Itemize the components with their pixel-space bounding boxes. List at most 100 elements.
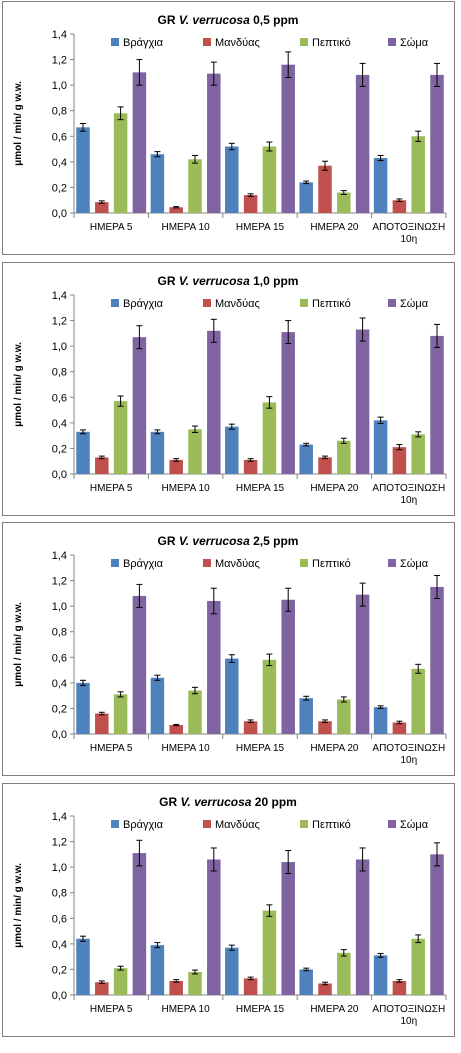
chart-svg-3: GR V. verrucosa 2,5 ppm Βράγχια Μανδύας Πεπ… bbox=[13, 534, 447, 766]
bar bbox=[262, 146, 277, 213]
y-tick-label: 1,0 bbox=[52, 341, 67, 353]
bar bbox=[392, 980, 407, 995]
legend-label-4: Σώμα bbox=[400, 558, 429, 570]
bar bbox=[430, 74, 444, 214]
y-tick-label: 0,0 bbox=[52, 729, 67, 741]
legend-label-4: Σώμα bbox=[400, 37, 429, 49]
x-tick-label: ΗΜΕΡΑ 20 bbox=[310, 483, 359, 494]
bar bbox=[243, 978, 258, 995]
x-tick-label: ΗΜΕΡΑ 20 bbox=[310, 743, 359, 754]
x-tick-label: ΗΜΕΡΑ 10 bbox=[162, 483, 211, 494]
x-tick-label: ΗΜΕΡΑ 15 bbox=[236, 483, 285, 494]
y-tick-label: 0,8 bbox=[52, 627, 67, 639]
x-tick-label: ΑΠΟΤΟΞΙΝΩΣΗ bbox=[372, 743, 445, 754]
x-tick-label: ΗΜΕΡΑ 10 bbox=[162, 222, 211, 233]
bar bbox=[95, 713, 109, 734]
bar bbox=[207, 330, 221, 474]
title-species: V. verrucosa bbox=[181, 795, 252, 809]
y-tick-label: 1,2 bbox=[52, 576, 67, 588]
legend-label-4: Σώμα bbox=[400, 819, 429, 831]
legend-label-1: Βράγχια bbox=[123, 819, 164, 831]
chart-title: GR V. verrucosa 0,5 ppm bbox=[158, 13, 299, 27]
bar bbox=[188, 429, 202, 474]
chart-panel-3: GR V. verrucosa 2,5 ppm Βράγχια Μανδύας Πεπ… bbox=[2, 522, 455, 776]
legend-label-2: Μανδύας bbox=[215, 558, 260, 570]
bar bbox=[299, 444, 313, 474]
bar bbox=[411, 434, 425, 474]
bar bbox=[430, 586, 444, 734]
bar bbox=[225, 146, 239, 213]
chart-svg-4: GR V. verrucosa 20 ppm Βράγχια Μανδύας Πεπτ… bbox=[13, 795, 447, 1027]
legend-label-4: Σώμα bbox=[400, 298, 429, 310]
x-tick-label: ΗΜΕΡΑ 10 bbox=[162, 1004, 211, 1015]
bar bbox=[430, 854, 444, 995]
bar bbox=[337, 952, 351, 995]
y-tick-label: 0,2 bbox=[52, 182, 67, 194]
bar bbox=[95, 982, 109, 995]
bar bbox=[392, 200, 407, 213]
y-tick-label: 0,4 bbox=[52, 157, 67, 169]
x-tick-label: ΗΜΕΡΑ 20 bbox=[310, 1004, 359, 1015]
chart-panel-4: GR V. verrucosa 20 ppm Βράγχια Μανδύας Πεπτ… bbox=[2, 783, 455, 1037]
y-tick-label: 0,2 bbox=[52, 443, 67, 455]
bar bbox=[76, 682, 90, 734]
bar bbox=[207, 601, 221, 734]
legend-label-1: Βράγχια bbox=[123, 37, 164, 49]
y-tick-label: 0,6 bbox=[52, 131, 67, 143]
chart-title: GR V. verrucosa 20 ppm bbox=[159, 795, 297, 809]
bar bbox=[76, 431, 90, 474]
bar bbox=[113, 113, 128, 213]
bar bbox=[281, 64, 295, 213]
bar bbox=[188, 159, 202, 213]
legend-label-2: Μανδύας bbox=[215, 819, 260, 831]
bar bbox=[188, 690, 202, 734]
bar bbox=[225, 947, 239, 995]
bar bbox=[281, 332, 295, 474]
bar bbox=[355, 74, 370, 214]
bar bbox=[150, 431, 165, 474]
y-tick-label: 0,0 bbox=[52, 208, 67, 220]
legend-swatch-4 bbox=[388, 38, 396, 46]
legend-label-1: Βράγχια bbox=[123, 558, 164, 570]
y-axis-label: μmol / min/ g w.w. bbox=[13, 342, 24, 427]
legend-swatch-4 bbox=[388, 559, 396, 567]
bar bbox=[299, 698, 313, 734]
y-tick-label: 1,2 bbox=[52, 55, 67, 67]
x-tick-label: ΑΠΟΤΟΞΙΝΩΣΗ bbox=[372, 222, 445, 233]
bar bbox=[337, 192, 351, 213]
legend-swatch-1 bbox=[111, 559, 119, 567]
bar bbox=[113, 694, 128, 734]
legend-swatch-1 bbox=[111, 820, 119, 828]
y-tick-label: 0,2 bbox=[52, 964, 67, 976]
title-prefix: GR bbox=[158, 534, 179, 548]
legend-swatch-3 bbox=[300, 299, 308, 307]
title-prefix: GR bbox=[159, 795, 180, 809]
bar bbox=[150, 945, 165, 995]
legend-label-2: Μανδύας bbox=[215, 37, 260, 49]
chart-panel-1: GR V. verrucosa 0,5 ppm Βράγχια Μανδύας Πεπ… bbox=[2, 1, 455, 255]
bar bbox=[169, 207, 183, 213]
legend-label-3: Πεπτικό bbox=[312, 558, 351, 570]
bar bbox=[355, 594, 370, 734]
bar bbox=[113, 968, 128, 995]
y-tick-label: 1,2 bbox=[52, 837, 67, 849]
bar bbox=[281, 862, 295, 995]
y-axis-label: μmol / min/ g w.w. bbox=[13, 602, 24, 687]
x-tick-label: ΗΜΕΡΑ 5 bbox=[90, 483, 133, 494]
chart-panel-2: GR V. verrucosa 1,0 ppm Βράγχια Μανδύας Πεπ… bbox=[2, 262, 455, 516]
y-tick-label: 0,4 bbox=[52, 678, 67, 690]
x-tick-label: ΗΜΕΡΑ 15 bbox=[236, 222, 285, 233]
legend-swatch-2 bbox=[203, 820, 211, 828]
bar bbox=[373, 158, 388, 213]
x-tick-label: ΗΜΕΡΑ 20 bbox=[310, 222, 359, 233]
bar bbox=[299, 182, 313, 213]
y-axis-label: μmol / min/ g w.w. bbox=[13, 81, 24, 166]
bar bbox=[207, 859, 221, 995]
bar bbox=[76, 938, 90, 995]
bar bbox=[169, 725, 183, 734]
bar bbox=[262, 402, 277, 474]
bar bbox=[225, 426, 239, 474]
bar bbox=[411, 136, 425, 213]
bar bbox=[373, 420, 388, 474]
y-tick-label: 0,4 bbox=[52, 939, 67, 951]
